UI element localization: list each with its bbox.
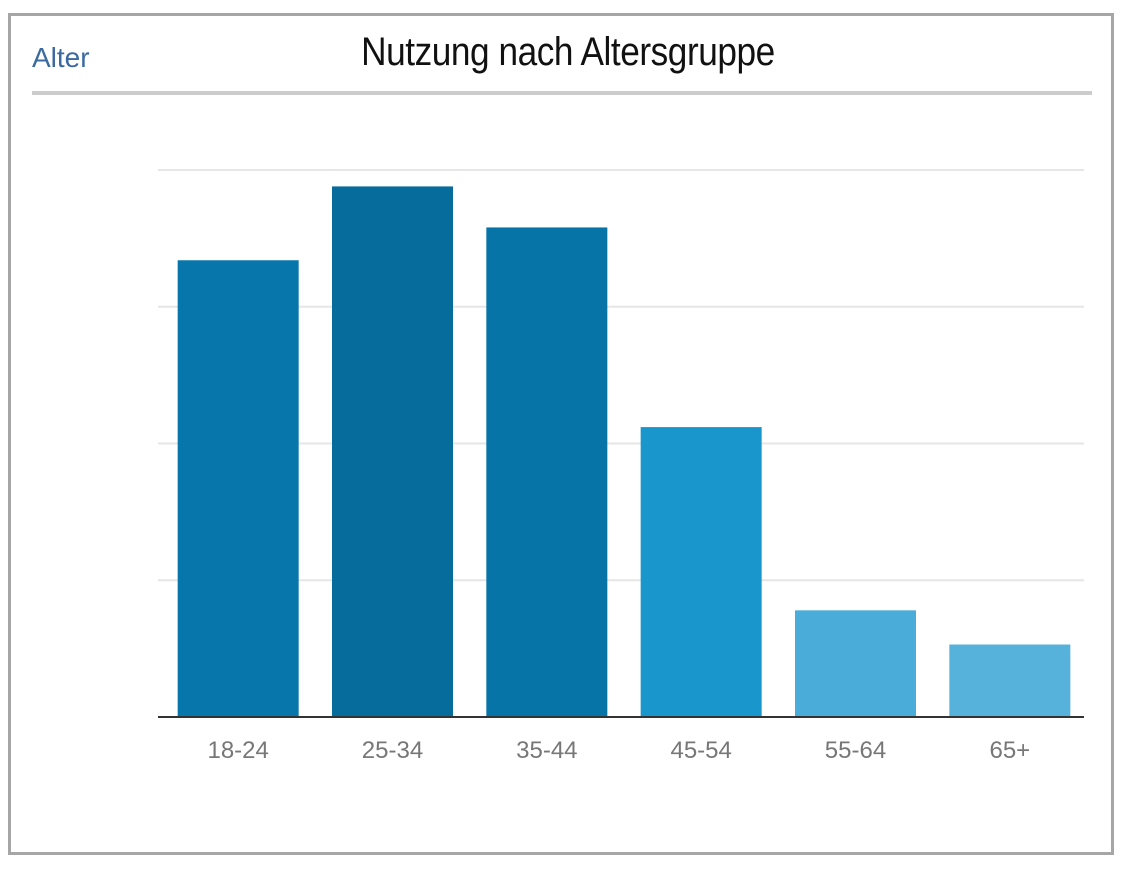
chart-title: Nutzung nach Altersgruppe	[361, 30, 775, 74]
bar-18-24[interactable]	[177, 260, 299, 717]
bar-35-44[interactable]	[486, 227, 608, 717]
bars	[177, 186, 1071, 717]
bar-45-54[interactable]	[640, 427, 762, 717]
header-divider	[32, 91, 1092, 95]
bar-65+[interactable]	[949, 644, 1071, 717]
x-tick-label: 65+	[989, 737, 1030, 764]
x-tick-labels: 18-24 25-34 35-44 45-54 55-64 65+	[207, 737, 1030, 764]
bar-55-64[interactable]	[795, 610, 916, 717]
x-tick-label: 45-54	[670, 737, 731, 764]
x-tick-label: 25-34	[362, 737, 423, 764]
tab-alter[interactable]: Alter	[32, 42, 90, 73]
gridlines	[158, 169, 1084, 582]
x-tick-label: 18-24	[207, 737, 268, 764]
bar-25-34[interactable]	[332, 186, 453, 717]
x-tick-label: 55-64	[825, 737, 886, 764]
x-tick-label: 35-44	[516, 737, 577, 764]
